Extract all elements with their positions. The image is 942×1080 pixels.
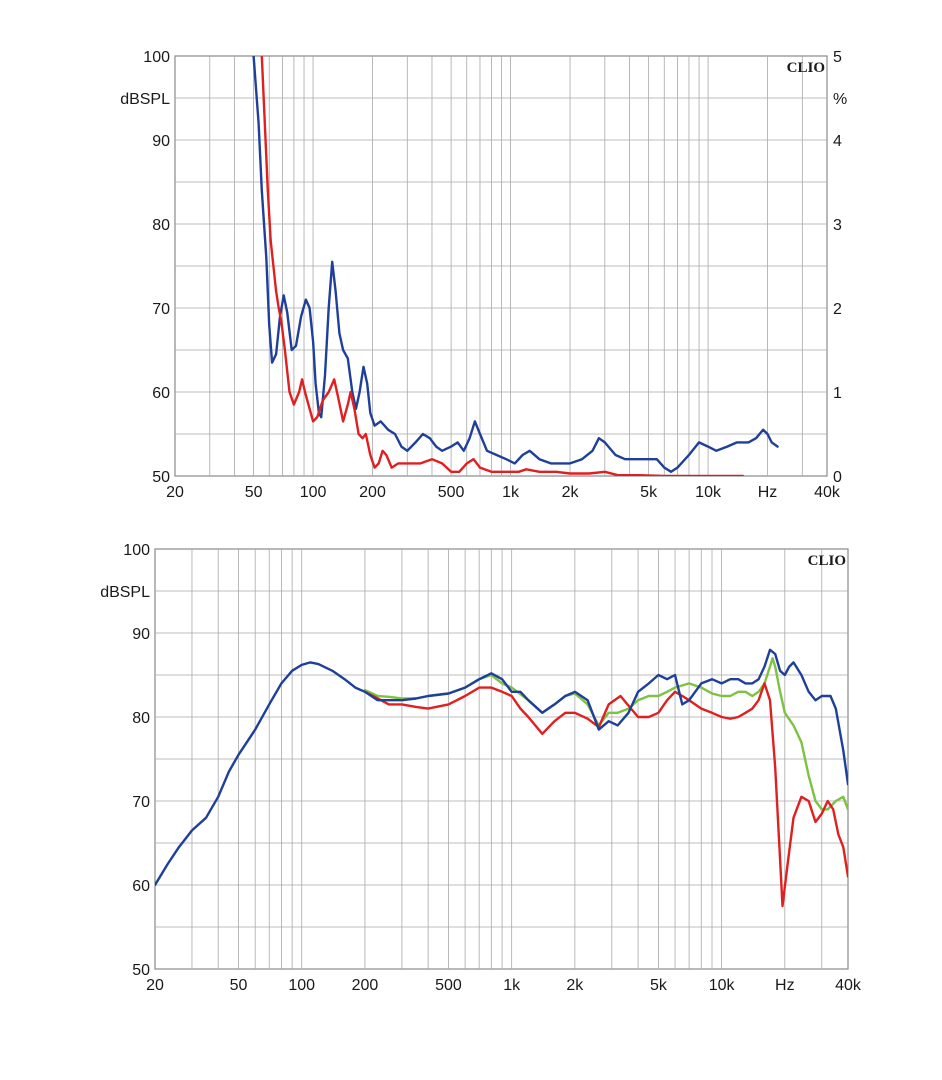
series-line-blue <box>155 648 848 887</box>
y2-tick-label: 1 <box>833 385 842 402</box>
x-unit-label: Hz <box>775 977 795 994</box>
x-unit-label: Hz <box>758 484 778 501</box>
series-line-red <box>260 56 745 476</box>
distortion-chart: 20 50 100 200 500 1k 2k 5k 10k 40kHz5060708090100… <box>120 49 847 501</box>
x-tick-label: 20 <box>166 484 184 501</box>
series-line-blue <box>252 56 779 473</box>
chart-series-group <box>252 56 779 476</box>
y-tick-label: 90 <box>152 133 170 150</box>
y-tick-label: 70 <box>152 301 170 318</box>
chart-labels: 20 50 100 200 500 1k 2k 5k 10k 40kHz5060708090100… <box>120 49 847 501</box>
y-axis-label: dBSPL <box>100 584 150 601</box>
x-tick-label: 200 <box>352 977 379 994</box>
x-tick-label: 200 <box>359 484 386 501</box>
x-tick-label: 2k <box>562 484 580 501</box>
y2-tick-label: 2 <box>833 301 842 318</box>
y-tick-label: 60 <box>152 385 170 402</box>
y-tick-label: 50 <box>152 469 170 486</box>
x-tick-label: 5k <box>650 977 668 994</box>
x-tick-label: 1k <box>503 977 521 994</box>
y-axis-label: dBSPL <box>120 91 170 108</box>
x-tick-label: 500 <box>438 484 465 501</box>
series-line-red <box>363 682 848 908</box>
x-tick-label: 40k <box>814 484 841 501</box>
x-tick-label: 20 <box>146 977 164 994</box>
chart-brand-label: CLIO <box>808 553 846 569</box>
x-tick-label: 2k <box>566 977 584 994</box>
y-tick-label: 80 <box>152 217 170 234</box>
y-tick-label: 100 <box>123 542 150 559</box>
x-tick-label: 5k <box>640 484 658 501</box>
y-tick-label: 70 <box>132 794 150 811</box>
x-tick-label: 100 <box>300 484 327 501</box>
x-tick-label: 1k <box>502 484 520 501</box>
y2-tick-label: 4 <box>833 133 842 150</box>
x-tick-label: 500 <box>435 977 462 994</box>
chart-brand-label: CLIO <box>787 60 825 76</box>
chart-gridlines <box>155 549 848 969</box>
y-tick-label: 60 <box>132 878 150 895</box>
frequency-response-chart: 20 50 100 200 500 1k 2k 5k 10k 40kHz5060708090100… <box>100 542 862 994</box>
chart-labels: 20 50 100 200 500 1k 2k 5k 10k 40kHz5060708090100… <box>100 542 862 994</box>
y-tick-label: 80 <box>132 710 150 727</box>
x-tick-label: 100 <box>288 977 315 994</box>
y-tick-label: 50 <box>132 962 150 979</box>
y-tick-label: 100 <box>143 49 170 66</box>
chart-gridlines <box>175 56 827 476</box>
y2-tick-label: 0 <box>833 469 842 486</box>
chart-series-group <box>155 648 848 908</box>
x-tick-label: 40k <box>835 977 862 994</box>
x-tick-label: 50 <box>230 977 248 994</box>
y2-tick-label: 5 <box>833 49 842 66</box>
y2-axis-label: % <box>833 91 847 108</box>
y-tick-label: 90 <box>132 626 150 643</box>
y2-tick-label: 3 <box>833 217 842 234</box>
x-tick-label: 50 <box>245 484 263 501</box>
x-tick-label: 10k <box>695 484 722 501</box>
x-tick-label: 10k <box>709 977 736 994</box>
